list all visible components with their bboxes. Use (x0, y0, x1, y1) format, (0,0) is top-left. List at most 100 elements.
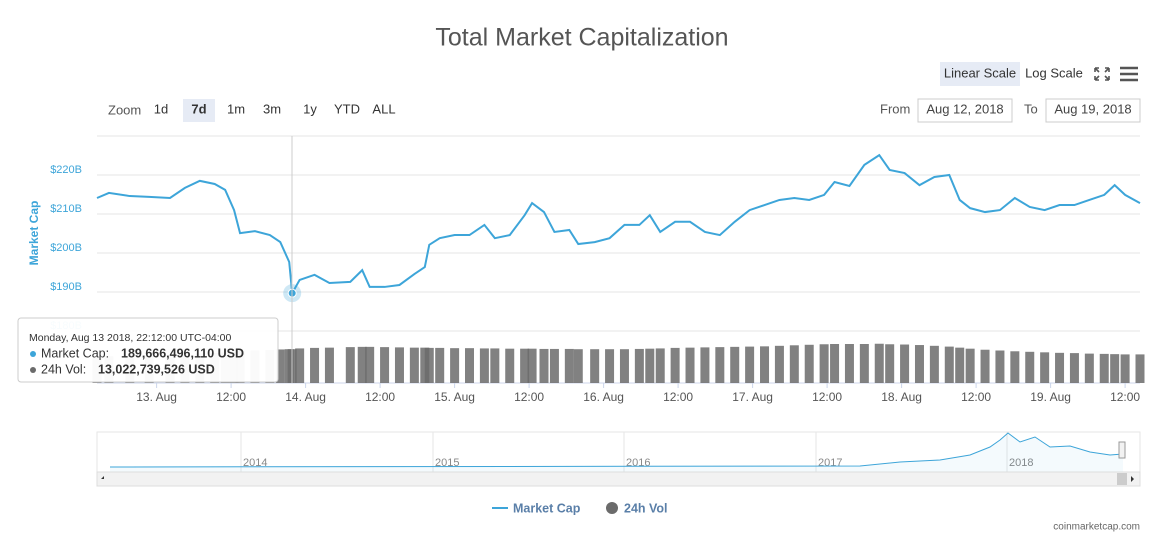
navigator-label: 2015 (435, 457, 459, 469)
volume-bar (324, 347, 334, 383)
x-tick-label: 18. Aug (881, 390, 922, 404)
volume-bar (955, 347, 965, 383)
y-tick-label: $200B (50, 242, 82, 254)
y-tick-label: $190B (50, 281, 82, 293)
y-tick-label: $210B (50, 203, 82, 215)
volume-bar (490, 348, 500, 383)
x-tick-label: 12:00 (1110, 390, 1140, 404)
scale-button-bg (940, 62, 1020, 86)
volume-bar (929, 345, 939, 383)
volume-bar (670, 347, 680, 383)
x-tick-label: 17. Aug (732, 390, 773, 404)
scrollbar-thumb[interactable] (1117, 473, 1127, 485)
zoom-button[interactable]: 1d (154, 101, 168, 116)
volume-bar (1010, 351, 1020, 383)
volume-bar (819, 344, 829, 383)
volume-bar (1025, 351, 1035, 383)
legend-label[interactable]: 24h Vol (624, 501, 668, 515)
volume-bar (789, 345, 799, 383)
volume-bar (564, 348, 574, 383)
price-line-group (96, 153, 1141, 303)
navigator-area (96, 431, 1141, 473)
tooltip-value: 13,022,739,526 USD (98, 362, 215, 376)
volume-bar (465, 348, 474, 383)
log-scale-button[interactable]: Log Scale (1025, 65, 1083, 80)
navigator-handle[interactable] (1118, 441, 1126, 459)
y-tick-label: $220B (50, 164, 82, 176)
y-axis-title: Market Cap (27, 201, 41, 266)
volume-bar (685, 347, 695, 383)
tooltip-label: 24h Vol: (41, 362, 86, 376)
legend-label[interactable]: Market Cap (513, 501, 581, 515)
volume-bar (645, 348, 655, 383)
x-tick-label: 12:00 (663, 390, 693, 404)
navigator-label: 2014 (243, 457, 267, 469)
menu-icon[interactable] (1120, 66, 1138, 82)
volume-bar (590, 349, 600, 383)
x-tick-label: 12:00 (365, 390, 395, 404)
zoom-button[interactable]: 3m (263, 101, 281, 116)
x-tick-label: 19. Aug (1030, 390, 1071, 404)
from-input[interactable] (917, 98, 1013, 123)
scrollbar[interactable] (96, 471, 1141, 487)
zoom-button[interactable]: ALL (372, 101, 395, 116)
volume-bar (479, 348, 489, 383)
credit[interactable]: coinmarketcap.com (1053, 522, 1140, 533)
legend: Market Cap 24h Vol (492, 501, 668, 515)
volume-bar (965, 348, 975, 383)
volume-bar (914, 345, 924, 383)
navigator-line (109, 432, 1124, 468)
zoom-button[interactable]: 7d (191, 101, 206, 116)
volume-bar (1084, 353, 1094, 383)
tooltip: Monday, Aug 13 2018, 22:12:00 UTC-04:00 … (17, 317, 279, 383)
volume-bar (380, 347, 390, 383)
legend-swatch[interactable] (606, 502, 618, 514)
volume-bar (527, 348, 537, 383)
volume-bar (275, 349, 285, 383)
volume-bar (980, 349, 990, 383)
zoom-button[interactable]: 1y (303, 101, 317, 116)
zoom-button-selected (183, 99, 215, 122)
zoom-label: Zoom (108, 102, 141, 117)
volume-bar (520, 348, 530, 383)
volume-bar (944, 346, 954, 383)
grid (97, 174, 1140, 332)
volume-bar (365, 346, 375, 383)
tooltip-value: 189,666,496,110 USD (121, 346, 244, 360)
navigator: 2014 2015 2016 2017 2018 (96, 431, 1141, 487)
volume-bar (1120, 354, 1130, 383)
zoom-button[interactable]: YTD (334, 101, 360, 116)
volume-bar (605, 349, 615, 383)
linear-scale-button[interactable]: Linear Scale (944, 65, 1016, 80)
volume-bar (655, 348, 665, 383)
volume-bar (409, 347, 419, 383)
volume-bar (619, 349, 629, 383)
volume-bar (310, 347, 320, 383)
volume-bar (745, 346, 755, 383)
volume-bar (394, 347, 404, 383)
x-tick-label: 12:00 (514, 390, 544, 404)
volume-bar (700, 347, 710, 383)
volume-bar (774, 345, 784, 383)
x-tick-label: 14. Aug (285, 390, 326, 404)
x-tick-label: 12:00 (812, 390, 842, 404)
market-cap-line (96, 153, 1141, 297)
to-input[interactable] (1045, 98, 1141, 123)
fullscreen-icon[interactable] (1094, 67, 1110, 81)
volume-bar (1110, 354, 1120, 383)
x-tick-label: 12:00 (961, 390, 991, 404)
volume-bar (345, 347, 355, 383)
zoom-button[interactable]: 1m (227, 101, 245, 116)
tooltip-date: Monday, Aug 13 2018, 22:12:00 UTC-04:00 (29, 332, 232, 344)
volume-bar (844, 344, 854, 383)
volume-bar (859, 344, 869, 383)
volume-bar (1040, 352, 1050, 383)
x-tick-label: 15. Aug (434, 390, 475, 404)
navigator-area-fill (110, 433, 1123, 472)
x-tick-label: 13. Aug (136, 390, 177, 404)
volume-bar (539, 348, 549, 383)
tooltip-bullet (30, 367, 36, 373)
